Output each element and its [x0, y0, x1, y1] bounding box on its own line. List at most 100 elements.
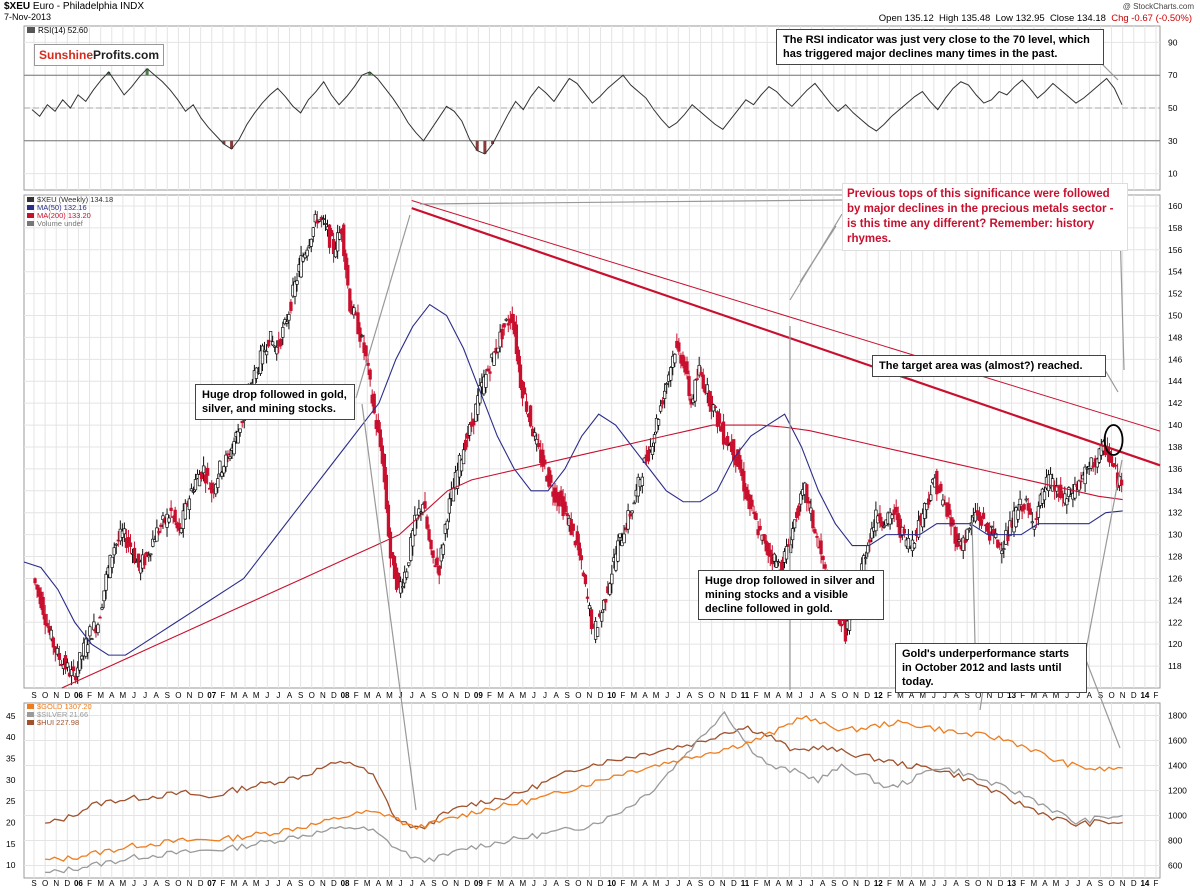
candle-body [685, 361, 689, 374]
x-tick-label-bottom: A [109, 879, 115, 888]
x-tick-label-bottom: M [97, 879, 104, 888]
sunshine-profits-logo: SunshineProfits.com [34, 44, 164, 66]
candle-body [461, 449, 466, 465]
candle-body [189, 488, 194, 492]
candle-body [104, 573, 108, 591]
candle-body [301, 255, 305, 262]
x-tick-label-bottom: M [364, 879, 371, 888]
candle-body [169, 507, 173, 511]
x-tick-label: 12 [874, 691, 883, 700]
candle-body [199, 471, 204, 479]
candle-body [1097, 448, 1101, 463]
candle-body [88, 626, 92, 637]
x-tick-label: M [253, 691, 260, 700]
candle-body [264, 351, 269, 356]
metals-right-tick-label: 1800 [1168, 711, 1187, 721]
candle-body [790, 528, 795, 541]
target-ellipse [1103, 424, 1124, 456]
candle-body [260, 345, 265, 365]
candle-body [925, 503, 929, 511]
x-tick-label-bottom: A [909, 879, 915, 888]
metals-right-tick-label: 1200 [1168, 786, 1187, 796]
x-tick-label: D [598, 691, 604, 700]
x-tick-label: A [154, 691, 160, 700]
candle-body [132, 547, 137, 563]
x-tick-label-bottom: A [553, 879, 559, 888]
x-tick-label: D [198, 691, 204, 700]
x-tick-label-bottom: M [253, 879, 260, 888]
x-tick-label: S [431, 691, 436, 700]
candle-body [660, 400, 665, 405]
x-tick-label: J [276, 691, 280, 700]
candle-body [1055, 485, 1059, 492]
rsi-tick-label: 50 [1168, 103, 1178, 113]
candle-body [228, 456, 232, 459]
candle-body [275, 346, 279, 355]
x-tick-label: O [575, 691, 581, 700]
candle-body [951, 519, 955, 526]
pointer-line [419, 199, 843, 205]
candle-body [177, 523, 181, 531]
metals-left-tick-label: 45 [6, 711, 16, 721]
chart-date: 7-Nov-2013 [4, 12, 52, 22]
candle-body [557, 496, 561, 507]
x-tick-label: M [786, 691, 793, 700]
x-tick-label-bottom: J [932, 879, 936, 888]
x-tick-label: 06 [74, 691, 83, 700]
x-tick-label: O [709, 691, 715, 700]
candle-body [577, 542, 582, 556]
candle-body [823, 564, 827, 569]
x-tick-label: N [53, 691, 59, 700]
x-tick-label: M [120, 691, 127, 700]
x-tick-label: J [143, 691, 147, 700]
candle-body [193, 479, 198, 491]
x-tick-label: 08 [341, 691, 350, 700]
candle-body [147, 555, 151, 558]
price-tick-label: 118 [1168, 661, 1182, 671]
candle-body [821, 556, 825, 561]
candle-body [963, 539, 967, 543]
candle-body [916, 520, 921, 538]
candle-body [502, 323, 506, 328]
x-tick-label: O [442, 691, 448, 700]
x-tick-label: F [754, 691, 759, 700]
price-tick-label: 156 [1168, 245, 1182, 255]
candle-body [693, 379, 697, 402]
candle-body [589, 609, 594, 630]
candle-body [299, 255, 303, 278]
x-tick-label-bottom: N [1120, 879, 1126, 888]
candle-body [600, 612, 604, 622]
candle-body [329, 230, 334, 237]
metals-right-tick-label: 1000 [1168, 811, 1187, 821]
candle-body [1008, 520, 1012, 537]
candle-body [819, 540, 823, 555]
candle-body [273, 345, 277, 348]
x-tick-label: J [265, 691, 269, 700]
candle-body [811, 510, 815, 529]
metals-right-tick-label: 1600 [1168, 736, 1187, 746]
x-tick-label-bottom: D [1131, 879, 1137, 888]
x-tick-label-bottom: A [376, 879, 382, 888]
candle-body [376, 419, 380, 433]
candle-body [368, 369, 372, 380]
candle-body [656, 419, 661, 426]
price-legend-swatch [27, 197, 34, 202]
candle-body [201, 465, 206, 474]
rsi-legend-swatch [27, 27, 35, 33]
x-tick-label: A [953, 691, 959, 700]
candle-body [792, 519, 797, 529]
candle-body [238, 428, 242, 433]
x-tick-label-bottom: S [431, 879, 436, 888]
metals-right-tick-label: 1400 [1168, 761, 1187, 771]
price-tick-label: 142 [1168, 398, 1182, 408]
candle-body [145, 552, 149, 556]
x-tick-label: M [631, 691, 638, 700]
candle-body [658, 405, 663, 412]
candle-body [500, 328, 504, 340]
x-tick-label: N [720, 691, 726, 700]
x-tick-label: F [487, 691, 492, 700]
x-tick-label-bottom: A [242, 879, 248, 888]
x-tick-label-bottom: J [276, 879, 280, 888]
candle-body [128, 542, 133, 547]
candle-body [981, 512, 986, 519]
